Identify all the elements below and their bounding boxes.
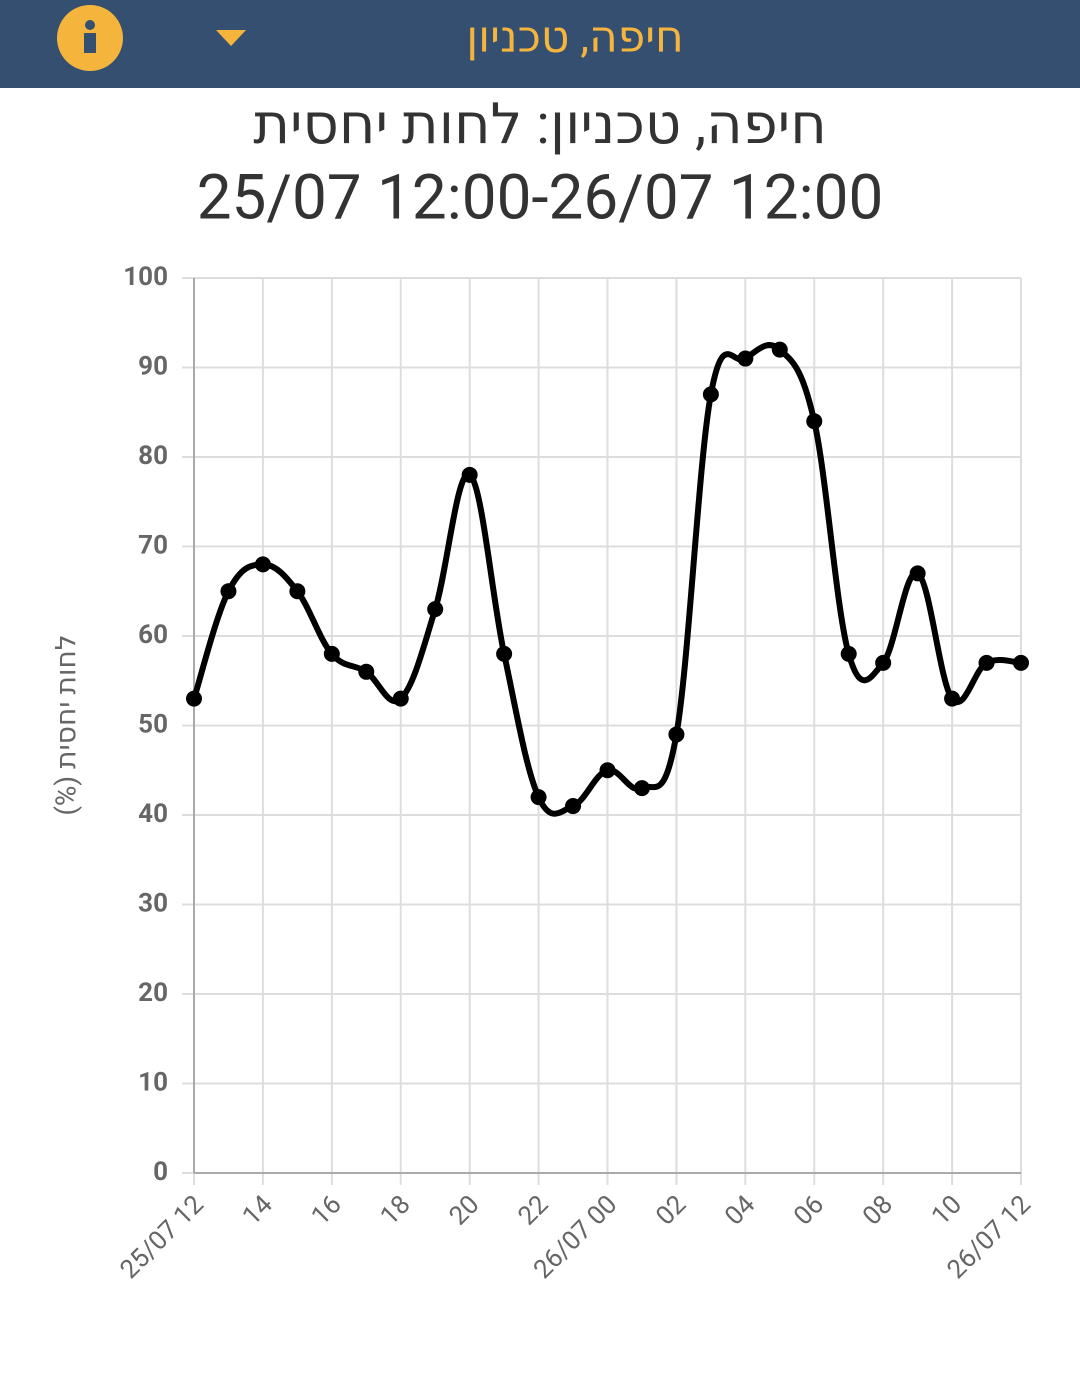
point <box>737 350 754 367</box>
y-tick-label: 70 <box>138 530 168 560</box>
x-tick-label: 08 <box>857 1190 899 1232</box>
point <box>909 565 926 582</box>
point <box>565 798 582 815</box>
y-tick-label: 50 <box>138 709 168 739</box>
header-bar <box>0 0 1080 88</box>
y-tick-label: 100 <box>123 262 168 292</box>
point <box>875 654 892 671</box>
y-tick-label: 10 <box>138 1067 168 1097</box>
point <box>771 341 788 358</box>
y-tick-label: 60 <box>138 620 168 650</box>
dropdown-arrow[interactable] <box>216 30 246 46</box>
info-button[interactable] <box>57 5 123 71</box>
point <box>633 780 650 797</box>
x-tick-label: 10 <box>926 1190 968 1232</box>
point <box>254 556 271 573</box>
x-tick-label: 20 <box>444 1190 486 1232</box>
point <box>1013 654 1029 671</box>
x-tick-label: 06 <box>788 1190 830 1232</box>
chart-subtitle: 25/07 12:00-26/07 12:00 <box>197 161 884 234</box>
point <box>530 789 547 806</box>
y-tick-label: 30 <box>138 888 168 918</box>
point <box>323 645 340 662</box>
x-tick-label: 14 <box>237 1189 279 1231</box>
point <box>427 601 444 618</box>
point <box>461 466 478 483</box>
y-tick-label: 20 <box>138 978 168 1008</box>
x-tick-label: 18 <box>375 1190 417 1232</box>
point <box>806 413 823 430</box>
x-tick-label: 02 <box>650 1190 692 1232</box>
point <box>702 386 719 403</box>
point <box>599 762 616 779</box>
y-tick-label: 40 <box>138 799 168 829</box>
info-icon-dot <box>85 20 95 30</box>
y-tick-label: 90 <box>138 351 168 381</box>
point <box>392 690 409 707</box>
chart-title: חיפה, טכניון: לחות יחסית <box>253 91 827 157</box>
point <box>358 663 375 680</box>
y-tick-label: 0 <box>153 1157 168 1187</box>
point <box>944 690 961 707</box>
point <box>668 726 685 743</box>
x-tick-label: 25/07 12 <box>114 1190 209 1285</box>
point <box>840 645 857 662</box>
y-axis-label: לחות יחסית (%) <box>49 634 82 815</box>
info-icon-stem <box>84 33 96 53</box>
point <box>220 583 237 600</box>
y-tick-label: 80 <box>138 441 168 471</box>
x-tick-label: 04 <box>719 1189 761 1231</box>
point <box>978 654 995 671</box>
point <box>186 690 202 707</box>
point <box>289 583 306 600</box>
point <box>496 645 513 662</box>
x-tick-label: 22 <box>513 1190 555 1232</box>
x-tick-label: 16 <box>306 1190 348 1232</box>
header-title[interactable]: חיפה, טכניון <box>466 11 684 63</box>
